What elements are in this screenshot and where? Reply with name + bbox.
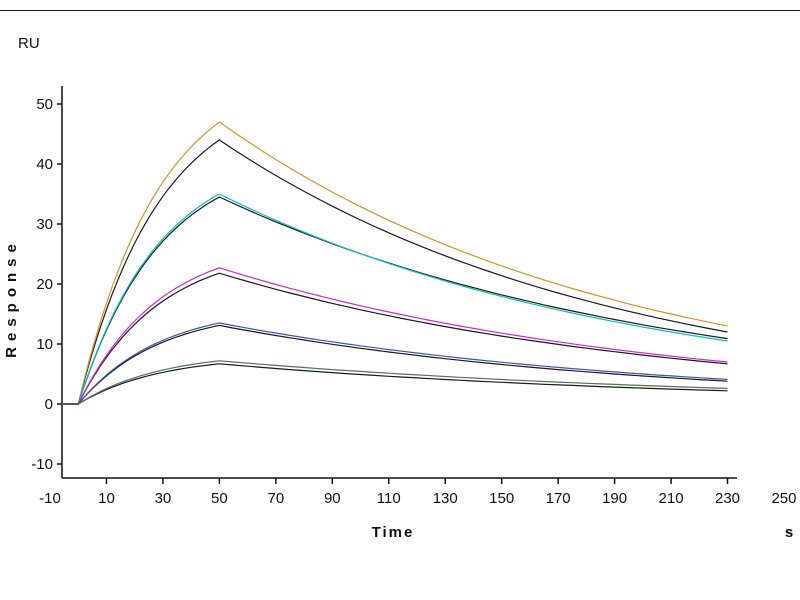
x-tick-label: 110 (377, 490, 401, 507)
x-tick-label: 170 (546, 490, 571, 507)
x-tick-label: -10 (39, 490, 61, 507)
top-border-line (0, 10, 800, 11)
curve-conc4-fit (61, 324, 728, 405)
x-tick-label: 250 (771, 490, 796, 507)
curve-conc2-data (61, 193, 728, 405)
x-tick-label: 230 (715, 490, 740, 507)
y-axis-unit-label: RU (18, 35, 40, 52)
y-tick-label: 0 (45, 396, 53, 413)
y-axis-title: Response (3, 238, 20, 358)
tick-labels: -10 10 30 50 70 90 110 130 150 170 190 210 230 250 -10… (31, 96, 796, 507)
x-tick-label: 190 (602, 490, 627, 507)
y-tick-label: 40 (36, 156, 53, 173)
x-tick-label: 150 (489, 490, 514, 507)
x-axis-unit-label: s (785, 524, 793, 541)
x-tick-label: 90 (324, 490, 341, 507)
curve-conc2-fit (61, 196, 728, 405)
curve-conc4-data (61, 322, 728, 405)
y-tick-label: -10 (31, 456, 53, 473)
curve-conc3-fit (61, 272, 728, 405)
curve-conc5-data (61, 360, 728, 405)
curve-conc1-fit (61, 139, 728, 405)
x-axis-title: Time (372, 524, 415, 541)
x-tick-label: 130 (433, 490, 458, 507)
curve-conc5-fit (61, 363, 728, 405)
curves (61, 121, 728, 405)
x-tick-label: 30 (155, 490, 172, 507)
curve-conc1-data (61, 121, 728, 405)
y-tick-label: 50 (36, 96, 53, 113)
y-tick-label: 30 (36, 216, 53, 233)
x-tick-label: 10 (98, 490, 115, 507)
axes (57, 86, 737, 484)
y-tick-label: 10 (36, 336, 53, 353)
curve-conc3-data (61, 267, 728, 405)
x-tick-label: 50 (211, 490, 228, 507)
y-tick-label: 20 (36, 276, 53, 293)
x-tick-label: 70 (267, 490, 284, 507)
x-tick-label: 210 (659, 490, 684, 507)
